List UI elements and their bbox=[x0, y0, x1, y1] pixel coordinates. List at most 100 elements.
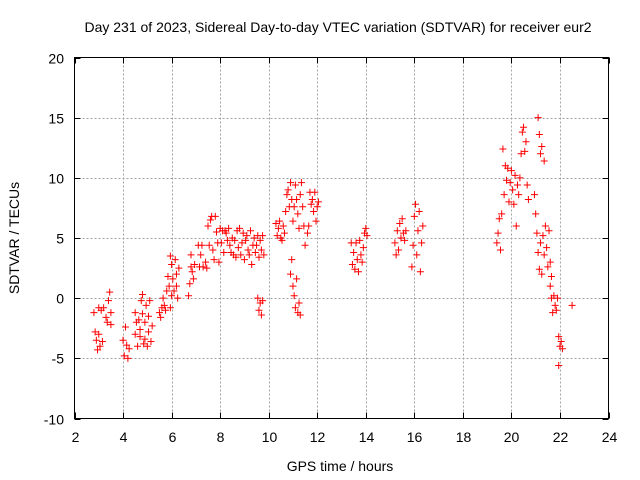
data-point bbox=[131, 330, 139, 338]
data-point bbox=[397, 234, 405, 242]
data-point bbox=[148, 322, 156, 330]
x-tick-label: 6 bbox=[169, 429, 177, 445]
data-point bbox=[351, 265, 359, 273]
data-point bbox=[523, 181, 531, 189]
data-point bbox=[287, 270, 295, 278]
data-point bbox=[123, 341, 131, 349]
data-point bbox=[511, 171, 519, 179]
data-point bbox=[243, 232, 251, 240]
data-point bbox=[288, 256, 296, 264]
data-point bbox=[505, 198, 513, 206]
data-point bbox=[91, 328, 99, 336]
data-point bbox=[509, 186, 517, 194]
data-point bbox=[186, 280, 194, 288]
y-tick-label: -10 bbox=[44, 412, 64, 428]
data-point bbox=[557, 337, 565, 345]
data-point bbox=[231, 236, 239, 244]
x-tick-label: 10 bbox=[262, 429, 278, 445]
x-tick-label: 18 bbox=[456, 429, 472, 445]
y-tick-label: 10 bbox=[48, 171, 64, 187]
data-point bbox=[226, 241, 234, 249]
data-point bbox=[222, 229, 230, 237]
data-point bbox=[289, 282, 297, 290]
data-point bbox=[191, 260, 199, 268]
data-point bbox=[147, 337, 155, 345]
data-point bbox=[312, 217, 320, 225]
data-point bbox=[311, 188, 319, 196]
data-point bbox=[295, 299, 303, 307]
data-points bbox=[90, 114, 576, 370]
data-point bbox=[205, 241, 213, 249]
data-point bbox=[225, 224, 233, 232]
data-point bbox=[274, 224, 282, 232]
data-point bbox=[157, 313, 165, 321]
data-point bbox=[120, 352, 128, 360]
data-point bbox=[107, 321, 115, 329]
data-point bbox=[310, 208, 318, 216]
data-point bbox=[499, 145, 507, 153]
data-point bbox=[134, 342, 142, 350]
data-point bbox=[187, 263, 195, 271]
data-point bbox=[415, 208, 423, 216]
data-point bbox=[419, 222, 427, 230]
data-point bbox=[204, 222, 212, 230]
y-axis-label: SDTVAR / TECUs bbox=[6, 182, 22, 294]
data-point bbox=[408, 263, 416, 271]
data-point bbox=[412, 200, 420, 208]
data-point bbox=[356, 236, 364, 244]
data-point bbox=[353, 256, 361, 264]
data-point bbox=[260, 251, 268, 259]
data-point bbox=[498, 210, 506, 218]
y-tick-label: 5 bbox=[56, 231, 64, 247]
data-point bbox=[248, 260, 256, 268]
data-point bbox=[517, 150, 525, 158]
data-point bbox=[555, 333, 563, 341]
data-point bbox=[409, 241, 417, 249]
data-point bbox=[121, 323, 129, 331]
data-point bbox=[396, 220, 404, 228]
data-point bbox=[155, 309, 163, 317]
x-axis-label: GPS time / hours bbox=[287, 458, 394, 474]
data-point bbox=[413, 251, 421, 259]
data-point bbox=[290, 292, 298, 300]
data-point bbox=[535, 131, 543, 139]
data-point bbox=[289, 217, 297, 225]
data-point bbox=[238, 239, 246, 247]
data-point bbox=[103, 318, 111, 326]
data-point bbox=[138, 310, 146, 318]
data-point bbox=[393, 227, 401, 235]
data-point bbox=[552, 306, 560, 314]
data-point bbox=[172, 270, 180, 278]
data-point bbox=[170, 287, 178, 295]
data-point bbox=[506, 179, 514, 187]
data-point bbox=[354, 268, 362, 276]
data-point bbox=[198, 241, 206, 249]
data-point bbox=[535, 265, 543, 273]
data-point bbox=[304, 229, 312, 237]
data-point bbox=[206, 216, 214, 224]
data-point bbox=[189, 275, 197, 283]
data-point bbox=[272, 220, 280, 228]
data-point bbox=[256, 236, 264, 244]
data-point bbox=[98, 337, 106, 345]
data-point bbox=[162, 306, 170, 314]
data-point bbox=[550, 292, 558, 300]
data-point bbox=[202, 258, 210, 266]
data-point bbox=[521, 147, 529, 155]
data-point bbox=[90, 309, 98, 317]
data-point bbox=[276, 217, 284, 225]
y-tick-label: 20 bbox=[48, 51, 64, 67]
data-point bbox=[313, 203, 321, 211]
data-point bbox=[284, 186, 292, 194]
data-point bbox=[146, 297, 154, 305]
data-point bbox=[138, 291, 146, 299]
data-point bbox=[131, 309, 139, 317]
data-point bbox=[94, 346, 102, 354]
data-point bbox=[250, 234, 258, 242]
data-point bbox=[209, 246, 217, 254]
data-point bbox=[530, 191, 538, 199]
data-point bbox=[293, 195, 301, 203]
x-tick-label: 2 bbox=[72, 429, 80, 445]
data-point bbox=[395, 246, 403, 254]
